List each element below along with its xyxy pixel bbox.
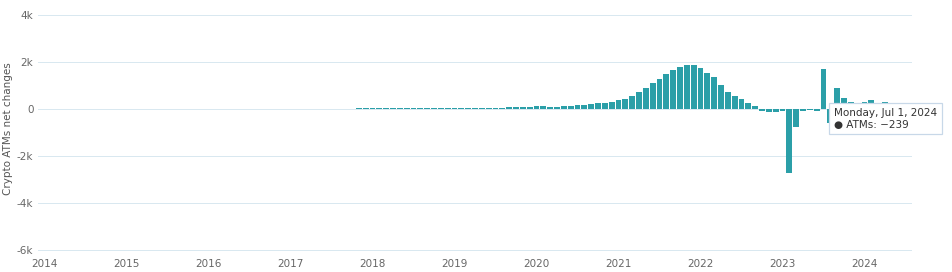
Bar bbox=[793, 109, 799, 126]
Bar bbox=[526, 107, 532, 109]
Bar bbox=[404, 108, 409, 109]
Bar bbox=[704, 73, 710, 109]
Bar bbox=[410, 108, 416, 109]
Bar bbox=[582, 105, 587, 109]
Bar bbox=[698, 68, 704, 109]
Bar bbox=[561, 106, 566, 109]
Bar bbox=[466, 108, 471, 109]
Bar bbox=[855, 105, 861, 109]
Text: Monday, Jul 1, 2024
● ATMs: −239: Monday, Jul 1, 2024 ● ATMs: −239 bbox=[834, 108, 937, 130]
Bar bbox=[486, 108, 491, 109]
Bar bbox=[684, 66, 690, 109]
Bar bbox=[376, 108, 382, 109]
Bar bbox=[821, 69, 826, 109]
Bar bbox=[492, 108, 499, 109]
Bar bbox=[500, 107, 506, 109]
Bar bbox=[575, 105, 581, 109]
Bar bbox=[520, 107, 526, 109]
Bar bbox=[745, 103, 751, 109]
Bar bbox=[842, 98, 847, 109]
Bar bbox=[766, 109, 772, 112]
Bar bbox=[725, 92, 731, 109]
Bar bbox=[472, 108, 478, 109]
Bar bbox=[541, 106, 546, 109]
Bar bbox=[896, 109, 902, 115]
Bar bbox=[807, 109, 813, 110]
Bar bbox=[718, 85, 724, 109]
Bar bbox=[800, 109, 806, 111]
Bar bbox=[664, 74, 669, 109]
Bar bbox=[711, 77, 717, 109]
Bar bbox=[588, 104, 594, 109]
Bar bbox=[889, 104, 895, 109]
Bar bbox=[650, 83, 656, 109]
Bar bbox=[445, 108, 450, 109]
Bar bbox=[677, 67, 683, 109]
Bar bbox=[623, 98, 628, 109]
Bar bbox=[834, 88, 840, 109]
Bar bbox=[384, 108, 389, 109]
Bar bbox=[670, 70, 676, 109]
Bar bbox=[848, 102, 854, 109]
Bar bbox=[602, 103, 607, 109]
Bar bbox=[397, 108, 403, 109]
Bar bbox=[827, 109, 833, 123]
Bar bbox=[369, 108, 375, 109]
Bar bbox=[417, 108, 424, 109]
Bar bbox=[513, 107, 519, 109]
Bar bbox=[438, 108, 444, 109]
Bar bbox=[732, 96, 738, 109]
Bar bbox=[657, 79, 663, 109]
Bar bbox=[691, 64, 697, 109]
Bar bbox=[868, 100, 874, 109]
Bar bbox=[534, 106, 540, 109]
Bar bbox=[814, 109, 820, 111]
Bar bbox=[390, 108, 396, 109]
Y-axis label: Crypto ATMs net changes: Crypto ATMs net changes bbox=[3, 63, 12, 195]
Bar bbox=[739, 100, 744, 109]
Bar bbox=[547, 107, 553, 109]
Bar bbox=[786, 109, 792, 172]
Bar bbox=[425, 108, 430, 109]
Bar bbox=[506, 107, 512, 109]
Bar bbox=[616, 100, 622, 109]
Bar bbox=[752, 106, 758, 109]
Bar bbox=[773, 109, 779, 112]
Bar bbox=[780, 109, 785, 111]
Bar bbox=[595, 103, 601, 109]
Bar bbox=[643, 88, 648, 109]
Bar bbox=[629, 96, 635, 109]
Bar bbox=[479, 108, 485, 109]
Bar bbox=[459, 108, 465, 109]
Bar bbox=[759, 109, 765, 111]
Bar bbox=[883, 102, 888, 109]
Bar bbox=[608, 101, 615, 109]
Bar bbox=[554, 107, 560, 109]
Bar bbox=[431, 108, 437, 109]
Bar bbox=[363, 108, 368, 109]
Bar bbox=[636, 92, 642, 109]
Bar bbox=[567, 106, 574, 109]
Bar bbox=[875, 103, 882, 109]
Bar bbox=[862, 102, 867, 109]
